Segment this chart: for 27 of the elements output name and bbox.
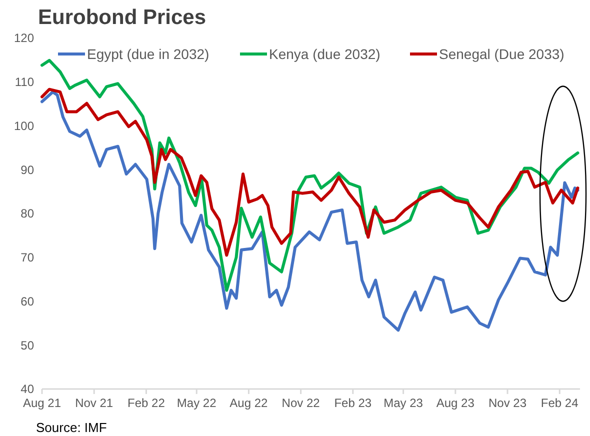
line-series: [40, 88, 580, 257]
y-tick-label: 60: [20, 294, 34, 308]
legend-label: Kenya (due 2032): [269, 46, 380, 62]
x-tick-label: Aug 23: [436, 396, 475, 410]
x-tick-label: Nov 21: [75, 396, 114, 410]
line-series: [40, 90, 580, 332]
y-tick-label: 80: [20, 206, 34, 221]
x-tick-label: Feb 22: [128, 396, 166, 410]
x-tick-label: Aug 22: [230, 396, 268, 410]
y-tick-label: 70: [20, 250, 34, 265]
x-tick-label: Nov 23: [488, 396, 527, 410]
legend-label: Egypt (due in 2032): [87, 46, 210, 62]
legend-label: Senegal (Due 2033): [439, 46, 564, 62]
y-tick-label: 50: [20, 338, 34, 352]
y-tick-label: 40: [20, 382, 34, 396]
x-tick-label: Feb 24: [540, 396, 579, 410]
x-tick-label: May 22: [176, 396, 217, 410]
x-tick-label: May 23: [384, 396, 424, 410]
y-tick-label: 110: [14, 75, 34, 90]
y-tick-label: 90: [20, 162, 34, 177]
x-tick-label: Aug 21: [22, 396, 62, 410]
source-note: Source: IMF: [36, 420, 107, 435]
y-tick-label: 100: [14, 118, 34, 133]
y-tick-label: 120: [14, 31, 34, 46]
x-tick-label: Nov 22: [282, 396, 320, 410]
x-tick-label: Feb 23: [334, 396, 372, 410]
chart-title: Eurobond Prices: [38, 6, 206, 29]
